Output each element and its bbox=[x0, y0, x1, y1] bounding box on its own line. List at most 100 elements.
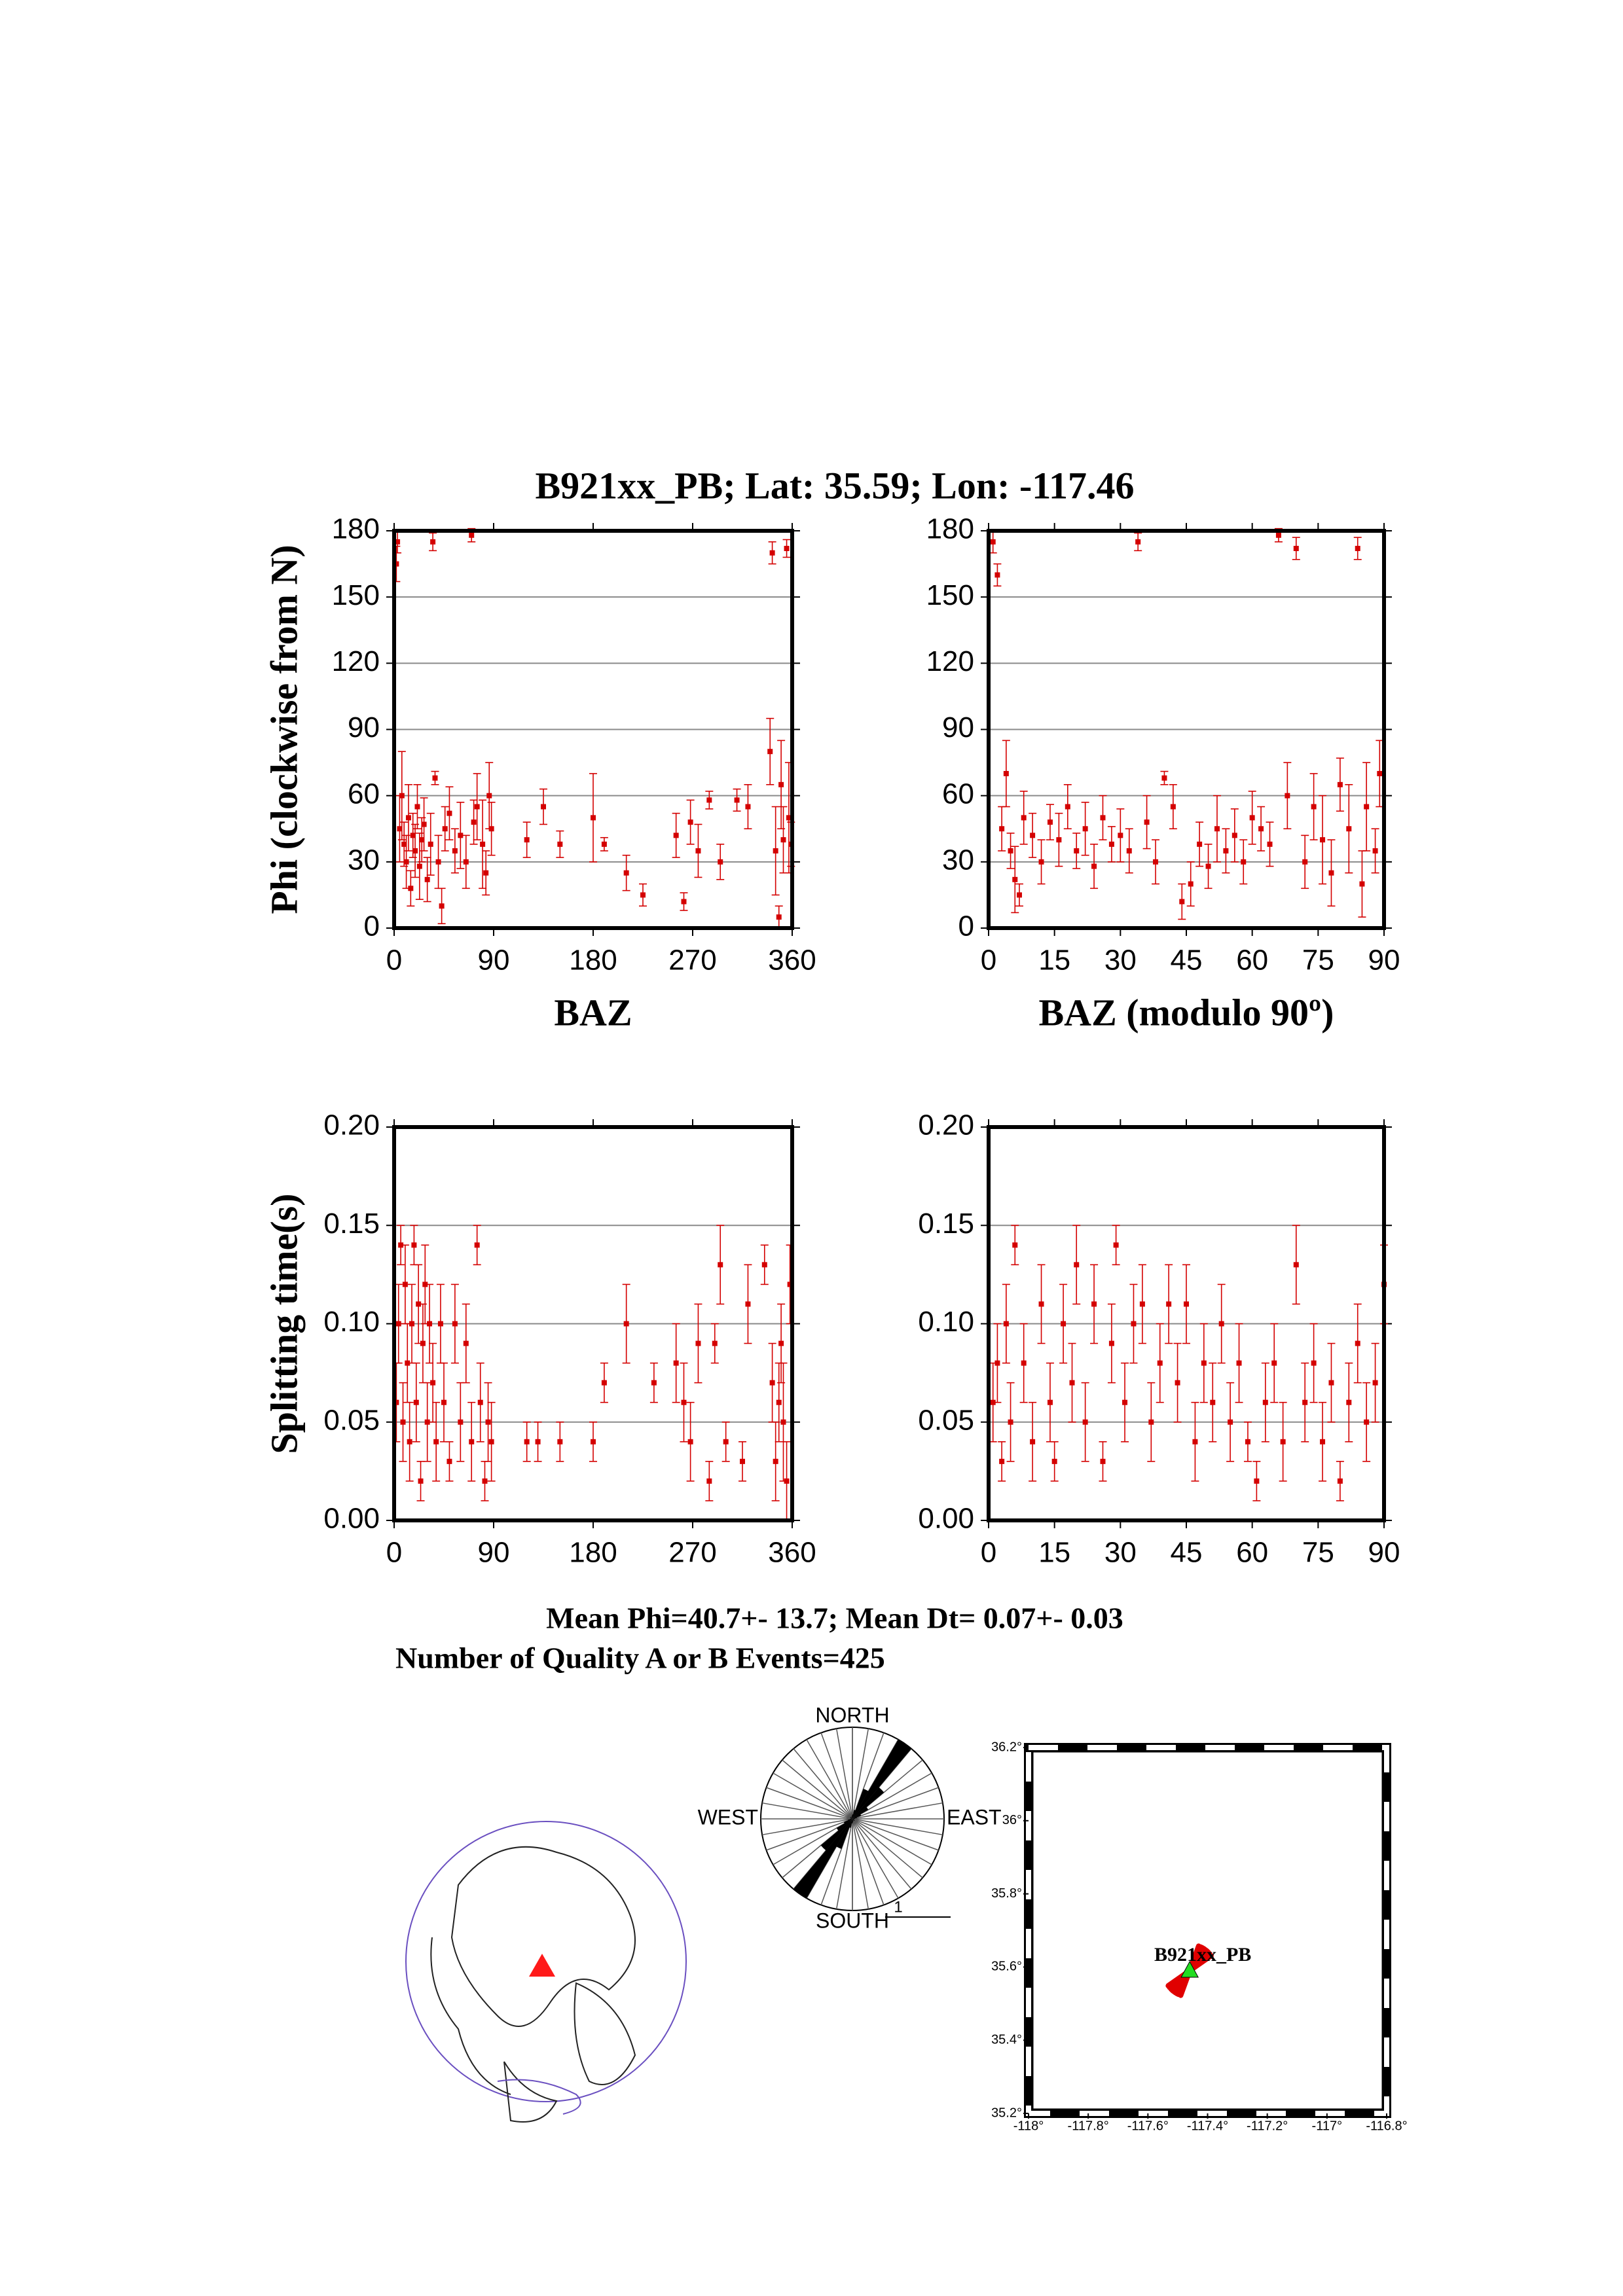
point bbox=[990, 539, 996, 545]
y-axis-label: Splitting time(s) bbox=[263, 1194, 305, 1454]
compass-label: EAST bbox=[947, 1805, 1002, 1829]
map-inner bbox=[1032, 1751, 1383, 2109]
x-axis-label: BAZ bbox=[554, 991, 632, 1033]
x-tick-label: 0 bbox=[386, 944, 402, 977]
point bbox=[1355, 545, 1360, 551]
point bbox=[994, 572, 1000, 578]
point bbox=[1249, 815, 1255, 821]
point bbox=[1108, 1340, 1114, 1346]
point bbox=[435, 859, 441, 865]
point bbox=[1074, 848, 1080, 853]
point bbox=[776, 914, 782, 920]
point bbox=[1346, 826, 1352, 832]
station-marker bbox=[1180, 1960, 1199, 1978]
point bbox=[1144, 819, 1150, 825]
point bbox=[421, 821, 427, 827]
y-tick-label: 180 bbox=[332, 513, 380, 545]
point bbox=[482, 1478, 488, 1484]
point bbox=[488, 1439, 494, 1444]
point bbox=[1038, 859, 1044, 865]
x-tick-label: -116.8° bbox=[1366, 2119, 1407, 2133]
point bbox=[786, 815, 792, 821]
x-tick-label: 60 bbox=[1236, 1537, 1268, 1569]
point bbox=[399, 793, 405, 798]
rose-petal bbox=[852, 1819, 854, 1820]
point bbox=[745, 804, 751, 810]
point bbox=[761, 1262, 767, 1268]
point bbox=[1100, 815, 1106, 821]
point bbox=[414, 804, 420, 810]
point bbox=[776, 1399, 782, 1405]
point bbox=[767, 749, 773, 755]
x-tick-label: 180 bbox=[569, 944, 617, 977]
point bbox=[1188, 881, 1194, 887]
rose-petal bbox=[852, 1788, 869, 1819]
point bbox=[397, 826, 403, 832]
rose-petal bbox=[849, 1819, 852, 1820]
x-tick-label: 75 bbox=[1302, 1537, 1334, 1569]
point bbox=[1236, 1360, 1242, 1366]
point bbox=[1231, 833, 1237, 838]
point bbox=[419, 837, 425, 843]
point bbox=[769, 1380, 775, 1386]
point bbox=[1293, 545, 1299, 551]
point bbox=[1192, 1439, 1198, 1444]
point bbox=[469, 532, 475, 538]
y-tick-label: 36.2° bbox=[991, 1740, 1022, 1754]
point bbox=[437, 1321, 443, 1327]
figure-title: B921xx_PB; Lat: 35.59; Lon: -117.46 bbox=[535, 464, 1134, 507]
point bbox=[1161, 775, 1167, 781]
rose-scale-label: 1 bbox=[894, 1898, 902, 1916]
rose-petal bbox=[843, 1819, 852, 1823]
y-tick-label: 0.10 bbox=[323, 1306, 380, 1338]
x-tick-label: -118° bbox=[1013, 2119, 1044, 2133]
point bbox=[1157, 1360, 1163, 1366]
x-tick-label: -117.2° bbox=[1247, 2119, 1288, 2133]
point bbox=[1065, 804, 1070, 810]
point bbox=[718, 859, 723, 865]
rose-petal bbox=[852, 1819, 855, 1821]
rose-petal bbox=[851, 1817, 852, 1819]
point bbox=[463, 1340, 469, 1346]
point bbox=[557, 841, 563, 847]
point bbox=[407, 1439, 412, 1444]
point bbox=[1328, 870, 1334, 876]
y-tick-label: 120 bbox=[926, 645, 974, 677]
point bbox=[623, 870, 629, 876]
rose-petal bbox=[850, 1817, 852, 1819]
point bbox=[1285, 793, 1290, 798]
point bbox=[442, 826, 448, 832]
point bbox=[1139, 1301, 1145, 1307]
point bbox=[723, 1439, 729, 1444]
rose-petal bbox=[850, 1816, 852, 1819]
point bbox=[1091, 1301, 1097, 1307]
y-tick-label: 180 bbox=[926, 513, 974, 545]
point bbox=[1271, 1360, 1277, 1366]
point bbox=[681, 899, 687, 905]
rose-petal bbox=[820, 1819, 852, 1851]
point bbox=[990, 1399, 996, 1405]
x-tick-label: 270 bbox=[668, 944, 716, 977]
y-tick-label: 60 bbox=[348, 778, 380, 810]
plot-frame bbox=[392, 1125, 794, 1522]
x-tick-label: 15 bbox=[1038, 1537, 1070, 1569]
point bbox=[1082, 1419, 1088, 1425]
point bbox=[1267, 841, 1273, 847]
point bbox=[416, 1301, 422, 1307]
point bbox=[1131, 1321, 1137, 1327]
x-tick-label: 180 bbox=[569, 1537, 617, 1569]
y-tick-label: 60 bbox=[942, 778, 974, 810]
y-tick-label: 90 bbox=[348, 711, 380, 744]
point bbox=[1337, 1478, 1343, 1484]
point bbox=[410, 833, 416, 838]
x-tick-label: 45 bbox=[1171, 944, 1203, 977]
point bbox=[1280, 1439, 1286, 1444]
rose-petal bbox=[849, 1819, 852, 1828]
point bbox=[557, 1439, 563, 1444]
point bbox=[474, 804, 480, 810]
rose-petal bbox=[793, 1819, 852, 1899]
plot-frame bbox=[392, 529, 794, 930]
point bbox=[780, 837, 786, 843]
